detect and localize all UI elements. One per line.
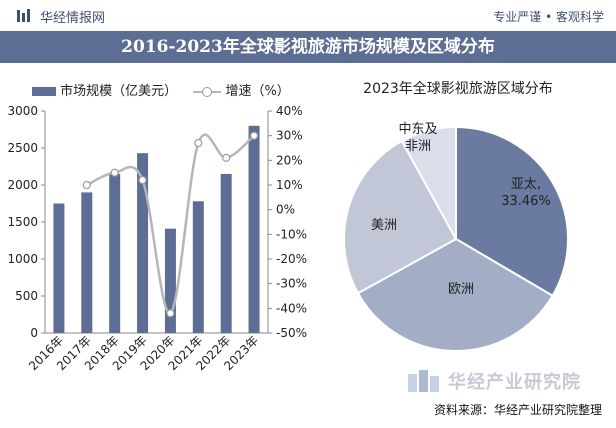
growth-point <box>249 131 259 140</box>
brand-name: 华经情报网 <box>40 11 106 26</box>
legend-line-swatch <box>193 87 222 97</box>
legend-bar-swatch <box>32 87 56 96</box>
slogan: 专业严谨 • 客观科学 <box>493 10 604 24</box>
logo-icon <box>17 9 30 22</box>
y-left-tick-label: 2000 <box>7 178 38 192</box>
top-bar: 华经情报网 专业严谨 • 客观科学 <box>0 0 616 30</box>
pie-title: 2023年全球影视旅游区域分布 <box>363 81 553 97</box>
y-right-tick-label: 10% <box>276 178 303 192</box>
bar <box>109 173 121 333</box>
y-left-tick-label: 1000 <box>7 252 38 266</box>
watermark-icon <box>408 370 439 392</box>
y-left-tick-label: 0 <box>30 326 38 340</box>
watermark-text: 华经产业研究院 <box>448 372 581 393</box>
y-right-tick-label: -20% <box>276 252 307 266</box>
y-left-tick-label: 2500 <box>7 141 38 155</box>
chart-legend: 市场规模（亿美元） 增速（%） <box>32 80 290 99</box>
watermark-logo: 华经产业研究院 <box>408 368 608 398</box>
growth-point <box>138 175 147 185</box>
y-left-tick-label: 500 <box>15 289 38 303</box>
y-left-tick-label: 1500 <box>7 215 38 229</box>
y-left-tick-label: 3000 <box>7 104 38 118</box>
growth-point <box>194 138 203 148</box>
bar <box>81 192 93 333</box>
y-right-tick-label: -40% <box>276 301 307 315</box>
bar <box>220 173 232 333</box>
growth-point <box>222 153 231 162</box>
y-right-tick-label: 40% <box>276 104 303 118</box>
growth-point <box>82 180 91 190</box>
source-note: 资料来源：华经产业研究院整理 <box>433 403 602 417</box>
page-title: 2016-2023年全球影视旅游市场规模及区域分布 <box>121 37 495 57</box>
legend-bar-label: 市场规模（亿美元） <box>60 84 178 99</box>
bar <box>248 125 260 333</box>
y-right-tick-label: -50% <box>276 326 307 340</box>
y-right-tick-label: -10% <box>276 227 307 241</box>
bar <box>192 201 204 333</box>
bar <box>164 228 176 333</box>
y-right-tick-label: 0% <box>276 203 295 217</box>
legend-line-label: 增速（%） <box>225 84 290 99</box>
title-band: 2016-2023年全球影视旅游市场规模及区域分布 <box>0 31 616 63</box>
bar <box>53 203 65 333</box>
growth-point <box>110 168 119 177</box>
y-right-tick-label: -30% <box>276 277 307 291</box>
growth-point <box>166 309 175 318</box>
y-right-tick-label: 20% <box>276 153 303 167</box>
y-right-tick-label: 30% <box>276 129 303 143</box>
bar <box>137 153 149 333</box>
